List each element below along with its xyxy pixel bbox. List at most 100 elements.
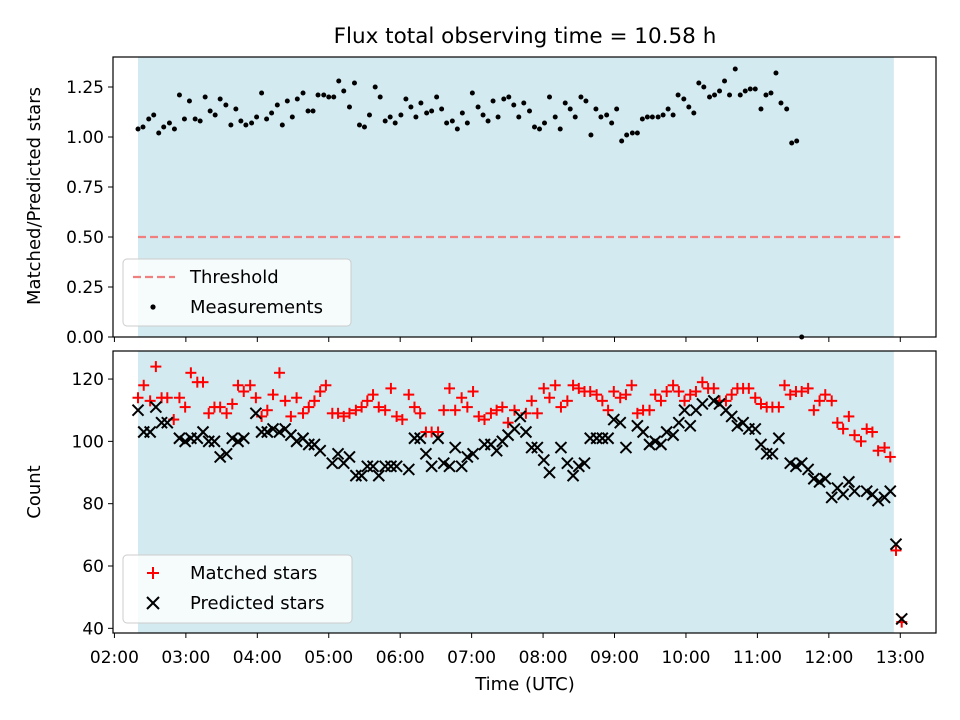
predicted-star-point	[143, 425, 157, 439]
matched-star-point	[373, 401, 385, 413]
measurement-point	[655, 114, 661, 120]
measurement-point	[660, 112, 666, 118]
measurement-point	[789, 140, 795, 146]
predicted-star-point	[402, 463, 415, 476]
time-x-tick-label: 02:00	[90, 648, 139, 668]
matched-star-point	[414, 407, 426, 419]
predicted-star-point	[237, 432, 250, 445]
matched-star-point	[197, 376, 209, 388]
measurement-point	[186, 98, 192, 104]
matched-star-point	[508, 404, 520, 416]
matched-star-point	[185, 367, 197, 379]
measurement-point	[238, 118, 244, 124]
measurement-point	[274, 102, 280, 108]
measurement-point	[284, 98, 290, 104]
matched-star-point	[884, 451, 896, 463]
predicted-star-point	[220, 447, 233, 461]
measurement-point	[485, 118, 491, 124]
measurement-point	[717, 88, 723, 94]
predicted-star-point	[326, 456, 339, 470]
matched-star-point	[837, 423, 849, 435]
matched-star-point	[802, 382, 814, 394]
predicted-star-point	[261, 425, 274, 439]
ratio-y-tick-label: 1.25	[66, 78, 104, 98]
predicted-star-point	[514, 410, 527, 423]
measurement-point	[639, 116, 645, 122]
matched-star-point	[679, 395, 691, 407]
measurement-point	[691, 110, 697, 116]
measurement-point	[254, 114, 260, 120]
matched-star-point	[831, 417, 843, 429]
predicted-star-point	[173, 432, 186, 445]
predicted-star-point	[807, 472, 821, 485]
measurement-point	[341, 88, 347, 94]
matched-star-point	[808, 404, 820, 416]
measurement-point	[223, 102, 229, 108]
time-x-tick-label: 03:00	[161, 648, 210, 668]
matched-star-point	[467, 386, 479, 398]
measurement-point	[722, 78, 728, 84]
predicted-star-point	[813, 475, 826, 489]
count-y-tick-label: 60	[82, 557, 104, 577]
matched-star-point	[273, 367, 285, 379]
matched-star-point	[291, 392, 303, 404]
matched-star-point	[461, 401, 473, 413]
matched-star-point	[773, 401, 785, 413]
measurement-point	[346, 104, 352, 110]
matched-star-point	[561, 395, 573, 407]
measurement-point	[372, 84, 378, 90]
measurement-point	[259, 90, 265, 96]
matched-star-point	[297, 407, 309, 419]
measurement-point	[392, 120, 398, 126]
matched-star-point	[403, 389, 415, 401]
measurement-point	[644, 114, 650, 120]
predicted-star-point	[543, 466, 556, 479]
matched-star-point	[308, 395, 320, 407]
measurement-point	[321, 92, 327, 98]
time-x-tick-label: 06:00	[376, 648, 425, 668]
measurement-point	[439, 106, 445, 112]
measurement-point	[217, 96, 223, 102]
matched-star-point	[749, 392, 761, 404]
predicted-star-point	[161, 416, 174, 429]
predicted-star-point	[255, 425, 268, 439]
count-y-axis: 40 60 80 100 120	[72, 370, 113, 639]
predicted-star-point	[731, 419, 744, 432]
matched-star-point	[743, 382, 755, 394]
predicted-star-point	[149, 400, 163, 414]
measurement-point	[135, 126, 141, 132]
chart-title: Flux total observing time = 10.58 h	[334, 24, 717, 49]
predicted-star-point	[760, 447, 773, 461]
predicted-star-point	[636, 425, 650, 439]
count-y-tick-label: 100	[72, 432, 104, 452]
matched-star-point	[690, 386, 702, 398]
ratio-legend: Threshold Measurements	[122, 258, 352, 327]
measurement-point	[604, 112, 610, 118]
matched-star-point	[203, 407, 215, 419]
matched-star-point	[343, 407, 355, 419]
predicted-star-point	[490, 444, 503, 457]
predicted-star-point	[884, 485, 897, 498]
measurement-point	[424, 110, 430, 116]
measurement-point	[506, 94, 512, 100]
matched-star-point	[314, 386, 326, 398]
matched-star-point	[496, 401, 508, 413]
measurement-point	[629, 130, 635, 136]
matched-star-point	[526, 395, 538, 407]
matched-star-point	[226, 398, 238, 410]
ratio-y-tick-label: 0.50	[66, 228, 104, 248]
predicted-star-point	[614, 416, 627, 429]
measurement-point	[737, 92, 743, 98]
measurement-point	[511, 102, 517, 108]
predicted-star-point	[696, 397, 709, 411]
measurement-point	[228, 122, 234, 128]
matched-star-point	[232, 379, 244, 391]
matched-star-point	[544, 392, 556, 404]
measurement-point	[464, 120, 470, 126]
count-legend: Matched stars Predicted stars	[122, 554, 353, 624]
measurement-point	[197, 118, 203, 124]
measurement-point	[449, 118, 455, 124]
predicted-star-point	[431, 432, 445, 445]
matched-star-point	[861, 423, 873, 435]
